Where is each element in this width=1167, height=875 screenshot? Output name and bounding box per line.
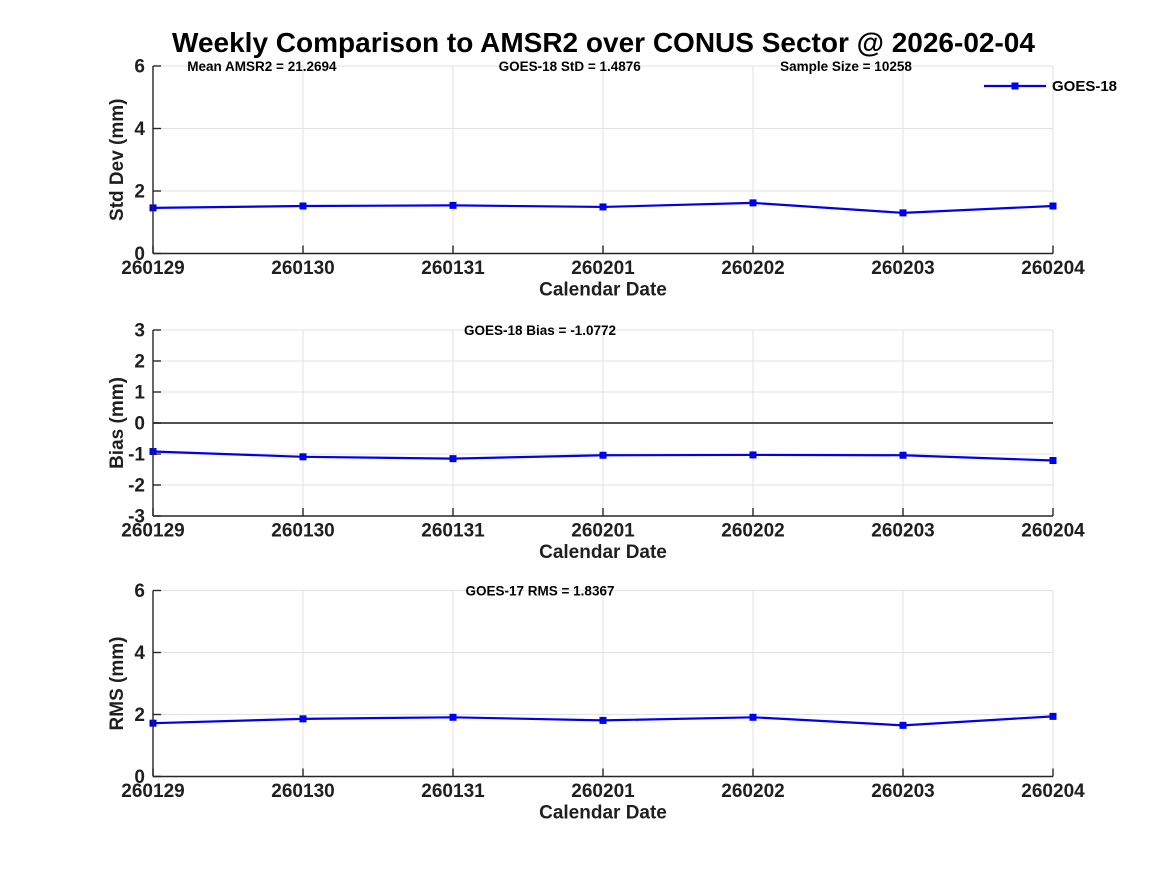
y-tick-label: 6: [134, 57, 145, 78]
data-point-marker: [599, 716, 607, 724]
y-tick-label: 2: [134, 705, 145, 726]
x-tick-label: 260202: [721, 258, 784, 279]
x-axis-label: Calendar Date: [539, 280, 667, 301]
plot-std-dev: 0 2 4 6 260129 260130 260131 260201 260202 260203…: [107, 57, 1117, 301]
x-tick-label: 260201: [571, 781, 635, 802]
x-axis-label: Calendar Date: [539, 542, 667, 563]
data-point-marker: [299, 202, 307, 210]
data-point-marker: [1049, 202, 1057, 210]
data-point-marker: [749, 713, 757, 721]
y-tick-label: 3: [134, 321, 145, 342]
x-tick-label: 260202: [721, 781, 784, 802]
x-tick-label: 260204: [1021, 258, 1085, 279]
y-axis-label: RMS (mm): [107, 637, 128, 731]
data-point-marker: [599, 451, 607, 459]
x-tick-label: 260129: [121, 258, 184, 279]
plot-bias: -3 -2 -1 0 1 2 3 260129 260130 260131 260201 260202…: [107, 321, 1085, 564]
y-tick-label: 6: [134, 581, 145, 602]
x-tick-label: 260202: [721, 521, 784, 542]
y-tick-label: 1: [134, 383, 145, 404]
x-tick-label: 260201: [571, 258, 635, 279]
data-point-marker: [449, 201, 457, 209]
annotation-text: Mean AMSR2 = 21.2694: [187, 59, 337, 74]
data-point-marker: [749, 451, 757, 459]
y-tick-label: -1: [128, 445, 145, 466]
data-point-marker: [299, 715, 307, 723]
plot-rms: 0 2 4 6 260129 260130 260131 260201 260202 260203…: [107, 581, 1085, 824]
data-point-marker: [749, 199, 757, 207]
y-tick-label: 0: [134, 244, 145, 265]
y-tick-label: 2: [134, 182, 145, 203]
x-tick-label: 260203: [871, 781, 934, 802]
y-tick-label: 4: [134, 119, 145, 140]
annotation-text: GOES-17 RMS = 1.8367: [466, 584, 615, 599]
y-tick-label: 4: [134, 643, 145, 664]
y-tick-label: -2: [128, 476, 145, 497]
data-point-marker: [449, 713, 457, 721]
y-tick-label: 0: [134, 767, 145, 788]
x-tick-label: 260131: [421, 521, 485, 542]
x-tick-label: 260129: [121, 521, 184, 542]
data-point-marker: [599, 203, 607, 211]
data-point-marker: [899, 209, 907, 217]
data-point-marker: [1049, 712, 1057, 720]
x-tick-label: 260130: [271, 258, 334, 279]
data-point-marker: [899, 451, 907, 459]
data-point-marker: [449, 455, 457, 463]
x-tick-label: 260203: [871, 521, 934, 542]
y-tick-label: 0: [134, 414, 145, 435]
x-tick-label: 260204: [1021, 521, 1085, 542]
x-tick-label: 260204: [1021, 781, 1085, 802]
x-tick-label: 260131: [421, 258, 485, 279]
legend-marker: [1011, 82, 1019, 90]
legend-label: GOES-18: [1052, 78, 1117, 95]
x-tick-label: 260131: [421, 781, 485, 802]
x-axis-label: Calendar Date: [539, 803, 667, 824]
data-point-marker: [899, 721, 907, 729]
figure-title: Weekly Comparison to AMSR2 over CONUS Se…: [172, 27, 1035, 58]
y-axis-label: Std Dev (mm): [107, 99, 128, 221]
x-tick-label: 260130: [271, 521, 334, 542]
x-tick-label: 260203: [871, 258, 934, 279]
data-point-marker: [299, 453, 307, 461]
data-point-marker: [1049, 457, 1057, 465]
annotation-text: GOES-18 Bias = -1.0772: [464, 323, 616, 338]
x-tick-label: 260201: [571, 521, 635, 542]
annotation-text: GOES-18 StD = 1.4876: [499, 59, 642, 74]
y-tick-label: 2: [134, 352, 145, 373]
annotation-text: Sample Size = 10258: [780, 59, 912, 74]
x-tick-label: 260129: [121, 781, 184, 802]
y-axis-label: Bias (mm): [107, 377, 128, 469]
y-tick-label: -3: [128, 507, 145, 528]
x-tick-label: 260130: [271, 781, 334, 802]
